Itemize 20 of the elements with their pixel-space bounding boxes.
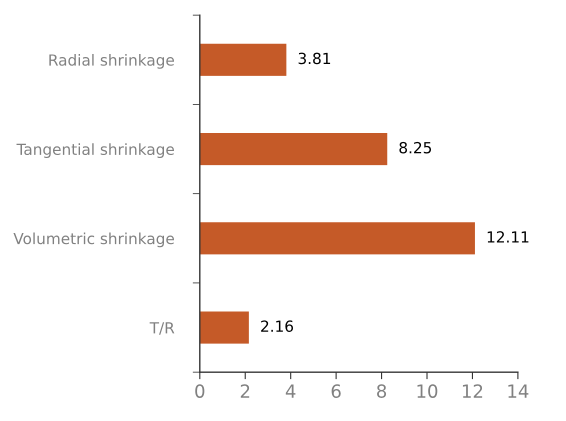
data-label: 8.25: [399, 142, 432, 154]
bar: [200, 222, 475, 254]
bar: [200, 44, 286, 76]
x-tick-label: 4: [286, 384, 296, 398]
x-tick-label: 14: [508, 384, 528, 398]
y-tick-label: Radial shrinkage: [49, 54, 174, 69]
y-tick-label: Volumetric shrinkage: [13, 232, 174, 248]
y-tick-label: T/R: [150, 322, 174, 335]
y-tick-label: Tangential shrinkage: [16, 143, 174, 158]
data-label: 3.81: [298, 52, 330, 64]
x-tick-label: 8: [377, 384, 386, 398]
x-tick-label: 2: [240, 384, 250, 398]
bar: [200, 132, 388, 166]
data-label: 12.11: [488, 231, 528, 242]
bar: [200, 311, 249, 344]
data-label: 2.16: [261, 320, 294, 332]
x-tick-label: 6: [332, 384, 341, 398]
x-tick-label: 0: [195, 384, 204, 398]
x-tick-label: 10: [418, 384, 438, 398]
x-tick-label: 12: [462, 384, 482, 398]
